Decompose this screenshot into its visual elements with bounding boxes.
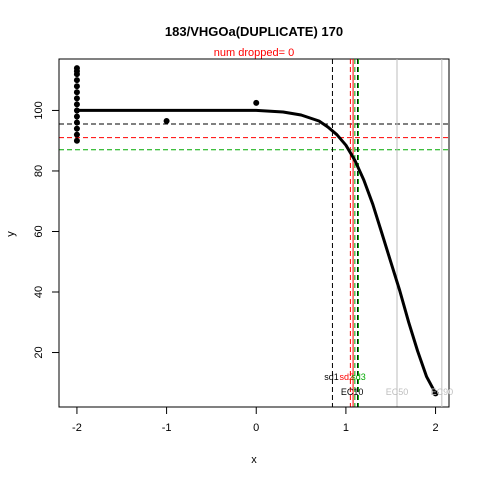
data-point-8	[73, 107, 80, 114]
data-point-12	[73, 131, 80, 138]
data-point-15	[253, 99, 260, 106]
chart-subtitle: num dropped= 0	[214, 47, 294, 59]
data-point-9	[73, 113, 80, 120]
annotation-sd3: sd3	[351, 372, 366, 382]
data-point-16	[432, 390, 439, 397]
y-tick-label-80: 80	[33, 165, 45, 177]
data-point-7	[73, 101, 80, 108]
y-axis-label: y	[5, 231, 17, 237]
data-point-3	[73, 77, 80, 84]
data-point-14	[163, 118, 170, 125]
y-tick-label-100: 100	[33, 101, 45, 119]
reference-lines	[59, 59, 449, 407]
annotation-ec90: EC90	[431, 387, 454, 397]
x-tick-label-2: 2	[432, 422, 438, 434]
data-point-6	[73, 95, 80, 102]
x-tick-label--2: -2	[72, 422, 82, 434]
data-point-13	[73, 137, 80, 144]
chart-title: 183/VHGOa(DUPLICATE) 170	[165, 24, 343, 39]
y-tick-label-60: 60	[33, 225, 45, 237]
data-point-10	[73, 119, 80, 126]
annotation-sd1: sd1	[324, 372, 339, 382]
fit-curve	[76, 108, 437, 395]
x-tick-label-0: 0	[253, 422, 259, 434]
y-tick-label-40: 40	[33, 286, 45, 298]
x-axis-label: x	[251, 454, 257, 466]
data-points	[73, 65, 439, 397]
annotation-ec10: EC10	[341, 387, 364, 397]
data-point-5	[73, 89, 80, 96]
data-point-11	[73, 125, 80, 132]
data-point-4	[73, 83, 80, 90]
fit-curve-group	[76, 108, 437, 395]
axes: -2 -1 0 1 2 20 40 60 80 100	[33, 101, 439, 434]
data-point-2	[73, 71, 80, 78]
annotation-sd2: sd2	[340, 372, 355, 382]
x-tick-label-1: 1	[343, 422, 349, 434]
y-tick-label-20: 20	[33, 346, 45, 358]
x-tick-label--1: -1	[162, 422, 172, 434]
annotation-ec50: EC50	[386, 387, 409, 397]
